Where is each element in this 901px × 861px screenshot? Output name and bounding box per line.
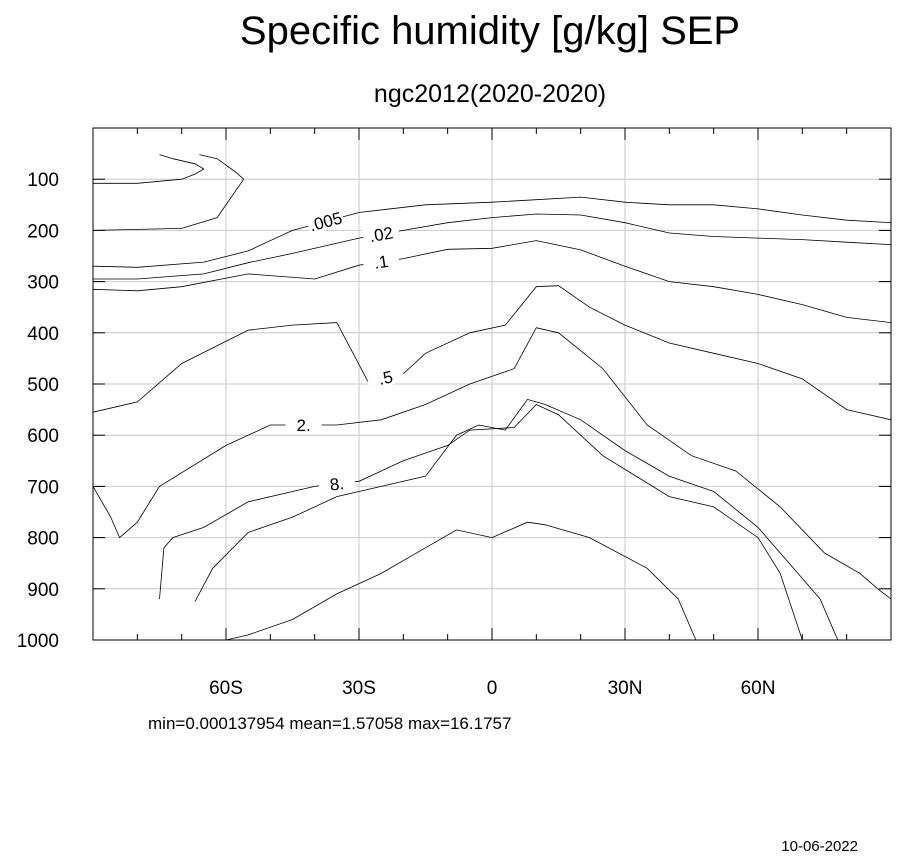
grid-lines [93, 128, 891, 641]
contour-label-bg-5 [365, 364, 405, 390]
contour-line-6 [92, 327, 892, 600]
contour-lines [92, 154, 892, 641]
contour-label-7: 8. [329, 474, 345, 495]
y-tick-label-4: 500 [27, 375, 59, 396]
contour-line-2 [92, 196, 892, 268]
contour-label-2: .005 [307, 208, 344, 235]
contour-line-8 [194, 398, 839, 641]
y-tick-label-8: 900 [27, 580, 59, 601]
x-tick-label-1: 30S [342, 678, 376, 699]
contour-label-6: 2. [296, 416, 310, 435]
y-tick-label-7: 800 [27, 529, 59, 550]
y-axis: 100 200 300 400 500 600 700 800 900 1000 [17, 170, 891, 652]
stats-line: min=0.000137954 mean=1.57058 max=16.1757 [148, 714, 511, 733]
date-stamp: 10-06-2022 [781, 838, 858, 855]
contour-label-4: .1 [373, 252, 390, 273]
x-tick-label-0: 60S [209, 678, 243, 699]
x-tick-label-4: 60N [741, 678, 776, 699]
y-tick-label-9: 1000 [17, 631, 59, 652]
x-tick-label-2: 0 [487, 678, 498, 699]
y-tick-label-2: 300 [27, 273, 59, 294]
contour-line-5 [92, 285, 892, 421]
y-tick-label-3: 400 [27, 324, 59, 345]
contour-label-bg-6 [285, 414, 322, 433]
y-tick-label-1: 200 [27, 221, 59, 242]
contour-labels: .005 .02 .1 .5 2. 8. [285, 207, 405, 495]
contour-label-5: .5 [377, 367, 395, 389]
contour-line-3 [93, 213, 892, 280]
x-tick-label-3: 30N [608, 678, 643, 699]
x-axis: 60S 30S 0 30N 60N [136, 128, 848, 699]
y-tick-label-5: 600 [27, 426, 59, 447]
contour-label-3: .02 [368, 223, 395, 246]
chart-subtitle: ngc2012(2020-2020) [374, 80, 606, 108]
contour-line-1 [92, 154, 245, 231]
y-tick-label-6: 700 [27, 477, 59, 498]
contour-line-0 [93, 154, 205, 184]
contour-label-bg-2 [305, 207, 346, 234]
contour-label-bg-3 [361, 221, 401, 246]
contour-label-bg-7 [317, 471, 356, 494]
y-tick-label-0: 100 [27, 170, 59, 191]
contour-line-7 [159, 404, 803, 641]
contour-line-9 [225, 521, 697, 641]
chart-title: Specific humidity [g/kg] SEP [240, 9, 740, 53]
contour-line-4 [92, 240, 892, 323]
contour-label-bg-4 [361, 249, 401, 273]
